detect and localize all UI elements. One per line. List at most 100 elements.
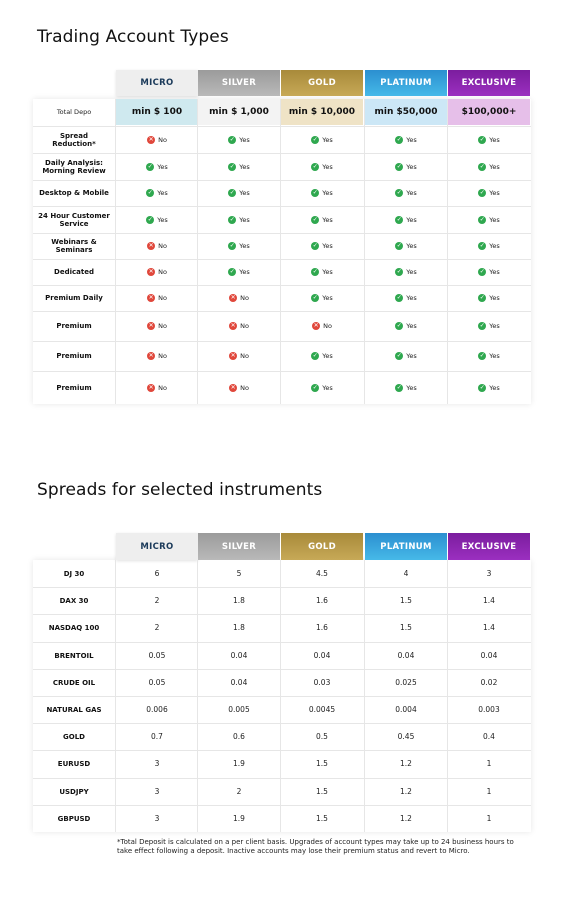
- check-icon: ✓: [311, 383, 320, 392]
- feature-cell: ✓ Yes: [281, 371, 363, 404]
- feature-cell: ✓ Yes: [116, 180, 198, 206]
- feature-cell: ✓ Yes: [448, 341, 530, 371]
- feature-cell: ✓ Yes: [365, 311, 447, 341]
- instrument-label: DJ 30: [63, 569, 85, 578]
- spread-value: 1.9: [233, 814, 245, 823]
- feature-label: Dedicated: [54, 268, 94, 276]
- yes-indicator: ✓ Yes: [395, 383, 417, 392]
- feature-value-text: Yes: [406, 189, 417, 197]
- feature-value-text: Yes: [406, 322, 417, 330]
- feature-value-text: No: [240, 383, 249, 392]
- feature-value-text: No: [158, 322, 167, 330]
- feature-cell: ✓ Yes: [198, 206, 280, 233]
- row-divider: [33, 371, 531, 372]
- cross-icon: ✕: [147, 352, 156, 360]
- spread-value: 0.02: [480, 678, 498, 687]
- column-divider: [280, 560, 281, 832]
- feature-value-text: Yes: [406, 215, 417, 224]
- spread-value: 4.5: [316, 569, 328, 578]
- feature-cell: ✓ Yes: [281, 206, 363, 233]
- row-divider: [33, 587, 531, 588]
- cross-icon: ✕: [147, 268, 156, 276]
- check-icon: ✓: [395, 162, 404, 171]
- spread-value: 1.5: [316, 814, 328, 823]
- feature-value-text: Yes: [157, 162, 168, 171]
- spread-value: 0.05: [148, 678, 166, 687]
- spread-header-gold: GOLD: [281, 533, 363, 560]
- yes-indicator: ✓ Yes: [478, 135, 500, 144]
- row-divider: [33, 696, 531, 697]
- feature-cell: ✕ No: [116, 285, 198, 311]
- feature-cell: ✕ No: [198, 341, 280, 371]
- column-divider: [364, 560, 365, 832]
- cross-icon: ✕: [147, 294, 156, 302]
- feature-value-text: Yes: [406, 242, 417, 250]
- feature-value-text: Yes: [239, 189, 250, 197]
- yes-indicator: ✓ Yes: [311, 268, 333, 276]
- yes-indicator: ✓ Yes: [228, 242, 250, 250]
- instrument-label: GOLD: [63, 732, 85, 741]
- yes-indicator: ✓ Yes: [395, 135, 417, 144]
- check-icon: ✓: [395, 215, 404, 224]
- spread-header-micro: MICRO: [116, 533, 198, 560]
- spread-value: 3: [154, 759, 160, 768]
- feature-cell: ✕ No: [116, 126, 198, 153]
- yes-indicator: ✓ Yes: [478, 268, 500, 276]
- row-divider: [33, 126, 531, 127]
- instrument-label: GBPUSD: [57, 814, 91, 823]
- feature-cell: ✕ No: [116, 311, 198, 341]
- deposit-silver: min $ 1,000: [198, 99, 280, 125]
- yes-indicator: ✓ Yes: [478, 189, 500, 197]
- feature-label: 24 Hour Customer Service: [38, 211, 110, 228]
- feature-value-text: Yes: [322, 383, 333, 392]
- footnote: *Total Deposit is calculated on a per cl…: [117, 838, 514, 855]
- check-icon: ✓: [311, 242, 320, 250]
- yes-indicator: ✓ Yes: [311, 162, 333, 171]
- no-indicator: ✕ No: [147, 322, 167, 330]
- tier-header-micro: MICRO: [116, 70, 198, 96]
- feature-value-text: Yes: [406, 294, 417, 302]
- cross-icon: ✕: [312, 322, 321, 330]
- feature-value-text: Yes: [239, 215, 250, 224]
- yes-indicator: ✓ Yes: [311, 189, 333, 197]
- feature-cell: ✓ Yes: [365, 153, 447, 180]
- check-icon: ✓: [311, 268, 320, 276]
- feature-cell: ✓ Yes: [448, 285, 530, 311]
- no-indicator: ✕ No: [147, 268, 167, 276]
- row-divider: [33, 778, 531, 779]
- check-icon: ✓: [478, 268, 487, 276]
- feature-value-text: Yes: [406, 268, 417, 276]
- spread-value: 1.6: [316, 623, 328, 632]
- yes-indicator: ✓ Yes: [395, 242, 417, 250]
- no-indicator: ✕ No: [229, 383, 249, 392]
- row-divider: [33, 259, 531, 260]
- cross-icon: ✕: [147, 383, 156, 392]
- spread-value: 1.5: [316, 787, 328, 796]
- spread-header-silver: SILVER: [198, 533, 280, 560]
- yes-indicator: ✓ Yes: [478, 352, 500, 360]
- feature-value-text: Yes: [406, 135, 417, 144]
- row-divider: [33, 180, 531, 181]
- check-icon: ✓: [311, 352, 320, 360]
- feature-value-text: No: [158, 383, 167, 392]
- yes-indicator: ✓ Yes: [395, 268, 417, 276]
- spread-value: 1.5: [316, 759, 328, 768]
- check-icon: ✓: [311, 294, 320, 302]
- yes-indicator: ✓ Yes: [478, 383, 500, 392]
- tier-header-platinum: PLATINUM: [365, 70, 447, 96]
- feature-value-text: Yes: [239, 242, 250, 250]
- cross-icon: ✕: [229, 294, 238, 302]
- yes-indicator: ✓ Yes: [395, 162, 417, 171]
- spread-value: 1.5: [400, 596, 412, 605]
- row-divider: [33, 805, 531, 806]
- feature-label: Spread Reduction*: [52, 131, 96, 148]
- feature-cell: ✓ Yes: [365, 233, 447, 259]
- yes-indicator: ✓ Yes: [478, 215, 500, 224]
- spread-value: 6: [154, 569, 160, 578]
- instrument-label: USDJPY: [59, 787, 89, 796]
- no-indicator: ✕ No: [147, 352, 167, 360]
- yes-indicator: ✓ Yes: [395, 215, 417, 224]
- check-icon: ✓: [228, 135, 237, 144]
- feature-cell: ✓ Yes: [198, 233, 280, 259]
- feature-cell: ✓ Yes: [281, 233, 363, 259]
